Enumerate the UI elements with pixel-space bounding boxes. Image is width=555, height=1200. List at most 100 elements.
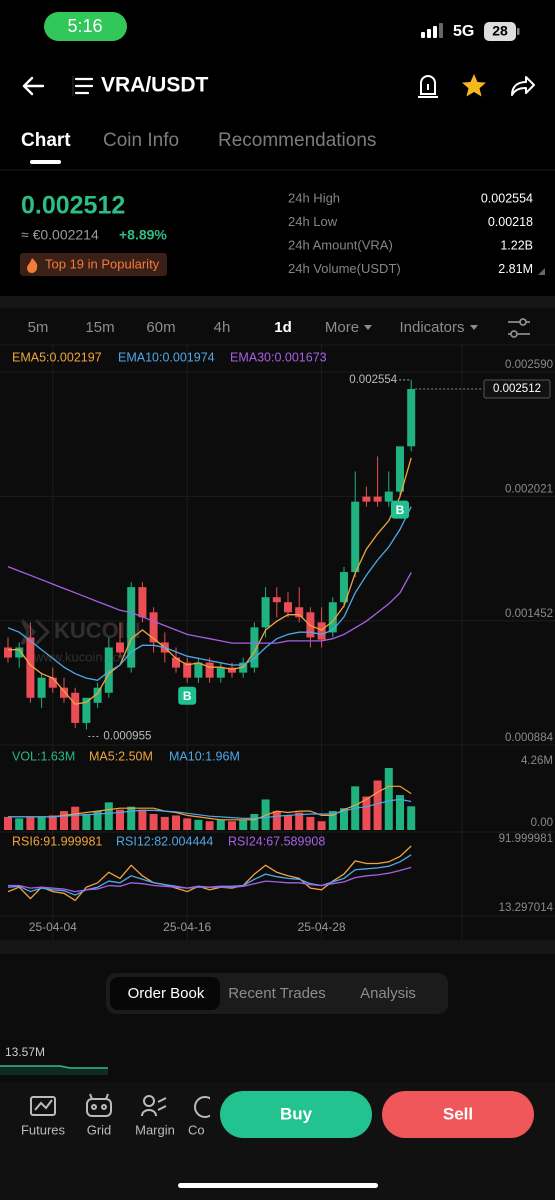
separator [0,296,555,308]
y-tick-label: 0.002590 [505,359,553,371]
candle-body [351,501,360,573]
interval[interactable]: More [325,319,359,336]
volume-bar [116,809,124,830]
volume-bar [160,816,169,830]
menu-button[interactable] [74,77,94,95]
indicator-line [8,866,412,893]
candle-body [194,662,203,678]
candle-body [384,491,393,502]
volume-bar [384,768,393,830]
candle-body [82,697,91,723]
candle-body [373,496,382,502]
volume-bar [317,821,326,830]
candle-body [104,647,113,693]
interval[interactable]: 60m [146,319,175,336]
candle-body [261,597,270,628]
status-time: 5:16 [67,16,102,36]
favorite-button[interactable] [462,74,486,97]
back-button[interactable] [22,76,45,96]
legend-entry: MA10:1.96M [169,749,240,763]
candle-body [328,602,337,633]
pair-title: VRA/USDT [101,74,209,97]
trade-marker [178,686,197,705]
nav-label[interactable]: Margin [135,1122,175,1137]
segment[interactable]: Recent Trades [228,985,326,1002]
volume-bar [239,819,248,830]
volume-bar [48,815,57,830]
home-indicator [178,1183,378,1188]
candle-body [362,496,371,502]
nav-icons [30,1093,216,1118]
y-tick-label: 0.00 [531,817,553,829]
tab[interactable]: Coin Info [103,130,179,151]
volume-bar [295,812,304,830]
volume-bar [15,818,24,830]
stat-label: 24h High [288,190,340,205]
indicator-line [8,785,412,821]
settings-button[interactable] [508,318,530,338]
candle-body [15,647,24,658]
candle-body [272,597,281,603]
interval[interactable]: 15m [85,319,114,336]
indicator-line [7,565,412,644]
sell-label[interactable]: Sell [443,1104,473,1123]
stat-label: 24h Volume(USDT) [288,261,401,276]
chart: 0.002590 0.002021 0.001452 0.000884 25-04-04… [0,345,555,940]
battery-level: 28 [492,23,508,39]
stat-label: 24h Amount(VRA) [288,237,393,252]
volume-bar [284,815,292,830]
volume-bar [127,806,136,830]
volume-bar [104,802,113,830]
candle-body [284,602,292,613]
volume-bar [194,819,203,830]
candle-body [295,607,304,618]
last-price-box [483,379,551,399]
buy-button[interactable] [220,1091,372,1138]
volume-bar [362,796,371,830]
popularity-badge[interactable] [20,253,167,276]
volume-bar [407,806,416,830]
alert-button[interactable] [418,75,438,98]
tab[interactable]: Chart [21,130,71,151]
indicator-line [8,457,412,706]
segment[interactable]: Order Book [128,985,205,1002]
volume-bar [37,816,46,830]
interval[interactable]: 1d [274,319,292,336]
candle-body [127,587,136,668]
expand-icon[interactable] [538,268,545,275]
badge-label: Top 19 in Popularity [45,256,160,271]
volume-bar [373,780,382,830]
interval[interactable]: 4h [214,319,231,336]
candle-body [205,662,214,678]
separator [0,940,555,954]
x-tick-label: 25-04-28 [298,920,346,934]
y-tick-label: 13.297014 [499,902,554,914]
y-tick-label: 4.26M [521,755,553,767]
nav-label[interactable]: Grid [87,1122,112,1137]
segment[interactable]: Analysis [360,985,416,1002]
stat-value: 0.00218 [488,215,533,229]
indicator-line [7,506,412,681]
sell-button[interactable] [382,1091,534,1138]
tab[interactable]: Recommendations [218,130,376,151]
candle-body [216,667,225,678]
candle-body [396,446,404,492]
nav-label[interactable]: Co [188,1122,205,1137]
buy-label[interactable]: Buy [280,1104,313,1123]
volume-bar [26,816,35,830]
nav-label[interactable]: Futures [21,1122,66,1137]
interval[interactable]: 5m [28,319,49,336]
stat-value: 1.22B [500,238,533,252]
last-price-label: 0.002512 [493,383,541,395]
share-button[interactable] [511,76,535,96]
legend-entry: MA5:2.50M [89,749,153,763]
last-price: 0.002512 [21,192,125,220]
volume-bar [4,816,12,830]
battery-nub [517,28,520,35]
interval[interactable]: Indicators [399,319,464,336]
candle-body [60,687,68,698]
candle-body [93,687,102,703]
tab-underline [30,160,61,164]
time-pill [44,12,127,41]
